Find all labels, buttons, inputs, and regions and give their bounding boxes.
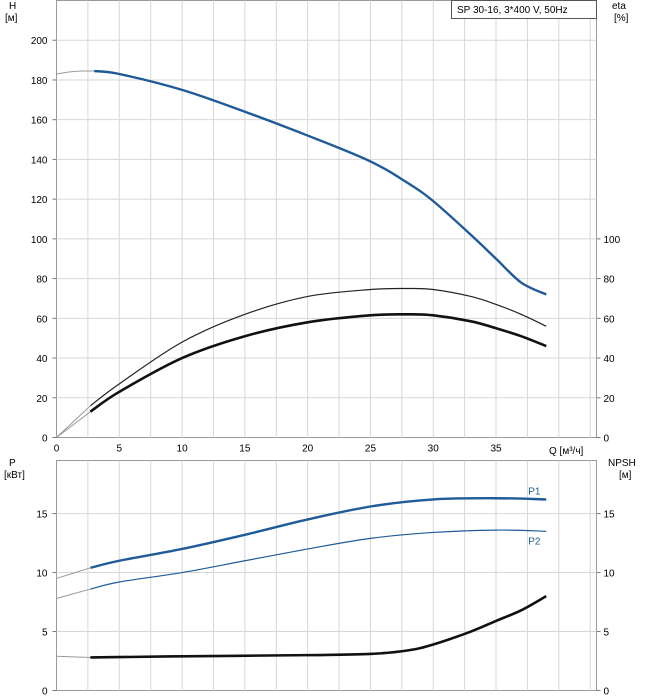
top-y-left-tick-label: 100: [31, 235, 48, 246]
series-eta_thick-extrapolation: [56, 411, 91, 438]
x-tick-label: 0: [54, 444, 60, 455]
top-y-right-tick-label: 60: [604, 314, 616, 325]
series-eta_thick-line: [89, 313, 547, 413]
x-tick-label: 10: [177, 444, 189, 455]
top-series: [56, 69, 547, 438]
top-y-right-tick-label: 0: [604, 434, 610, 445]
top-y-left-tick-label: 120: [31, 195, 48, 206]
bottom-y-left-label: P: [9, 458, 16, 469]
top-ticks: 0 20 40 60 80 100 120 140 160 180 200 0 20 40 60 80 100 0…: [31, 36, 621, 454]
series-label-p1: P1: [528, 486, 541, 497]
series-h-line: [94, 69, 547, 296]
x-axis-label: Q [м³/ч]: [549, 446, 584, 457]
bottom-y-left-tick-label: 15: [36, 510, 48, 521]
bottom-y-right-label: NPSH: [608, 458, 636, 469]
series-npsh-extrapolation: [56, 655, 91, 658]
top-y-left-tick-label: 200: [31, 36, 48, 47]
series-label-p2: P2: [528, 536, 541, 547]
bottom-y-right-unit: [м]: [619, 470, 632, 481]
top-y-left-tick-label: 20: [36, 394, 48, 405]
bottom-y-left-tick-label: 0: [42, 687, 48, 698]
x-tick-label: 20: [302, 444, 314, 455]
bottom-y-right-tick-label: 5: [604, 628, 610, 639]
top-plot-area: [56, 0, 597, 438]
model-title-box: SP 30-16, 3*400 V, 50Hz: [451, 0, 597, 19]
top-y-right-tick-label: 80: [604, 275, 616, 286]
bottom-ticks: 0 5 10 15 0 5 10 15: [36, 510, 615, 698]
series-p1-line: [90, 497, 547, 569]
series-npsh-line: [90, 595, 547, 659]
top-y-left-label: H: [9, 1, 16, 12]
bottom-y-left-tick-label: 5: [42, 628, 48, 639]
top-y-right-tick-label: 20: [604, 394, 616, 405]
model-title-text: SP 30-16, 3*400 V, 50Hz: [457, 5, 568, 16]
series-h-extrapolation: [56, 70, 95, 75]
top-y-left-tick-label: 180: [31, 76, 48, 87]
top-y-left-tick-label: 140: [31, 155, 48, 166]
series-eta_thin-line: [90, 287, 547, 407]
bottom-y-left-unit: [кВт]: [4, 470, 25, 481]
bottom-series: P1 P2: [56, 486, 547, 659]
x-tick-label: 30: [428, 444, 440, 455]
bottom-y-left-tick-label: 10: [36, 569, 48, 580]
bottom-grid: [56, 460, 597, 691]
series-p2-extrapolation: [56, 588, 91, 599]
top-y-right-unit: [%]: [614, 13, 629, 24]
top-chart-panel: 0 20 40 60 80 100 120 140 160 180 200 0 20 40 60 80 100 0…: [5, 0, 629, 457]
top-y-right-label: eta: [612, 1, 626, 12]
top-y-left-tick-label: 40: [36, 354, 48, 365]
bottom-chart-panel: P1 P2 0 5 10 15 0 5 10 15 P [кВт] NPSH [м]: [4, 458, 636, 698]
bottom-y-right-tick-label: 15: [604, 510, 616, 521]
top-y-left-tick-label: 0: [42, 434, 48, 445]
bottom-y-right-tick-label: 0: [604, 687, 610, 698]
top-y-right-tick-label: 100: [604, 235, 621, 246]
top-y-left-tick-label: 160: [31, 116, 48, 127]
top-y-left-unit: [м]: [5, 13, 18, 24]
x-tick-label: 35: [490, 444, 502, 455]
top-grid: [56, 0, 597, 438]
x-tick-label: 15: [239, 444, 251, 455]
x-tick-label: 25: [365, 444, 377, 455]
series-p2-line: [90, 529, 547, 590]
top-y-right-tick-label: 40: [604, 354, 616, 365]
top-y-left-tick-label: 80: [36, 275, 48, 286]
x-tick-label: 5: [117, 444, 123, 455]
bottom-plot-area: [56, 460, 597, 691]
series-p1-extrapolation: [56, 567, 91, 579]
top-y-left-tick-label: 60: [36, 314, 48, 325]
bottom-y-right-tick-label: 10: [604, 569, 616, 580]
